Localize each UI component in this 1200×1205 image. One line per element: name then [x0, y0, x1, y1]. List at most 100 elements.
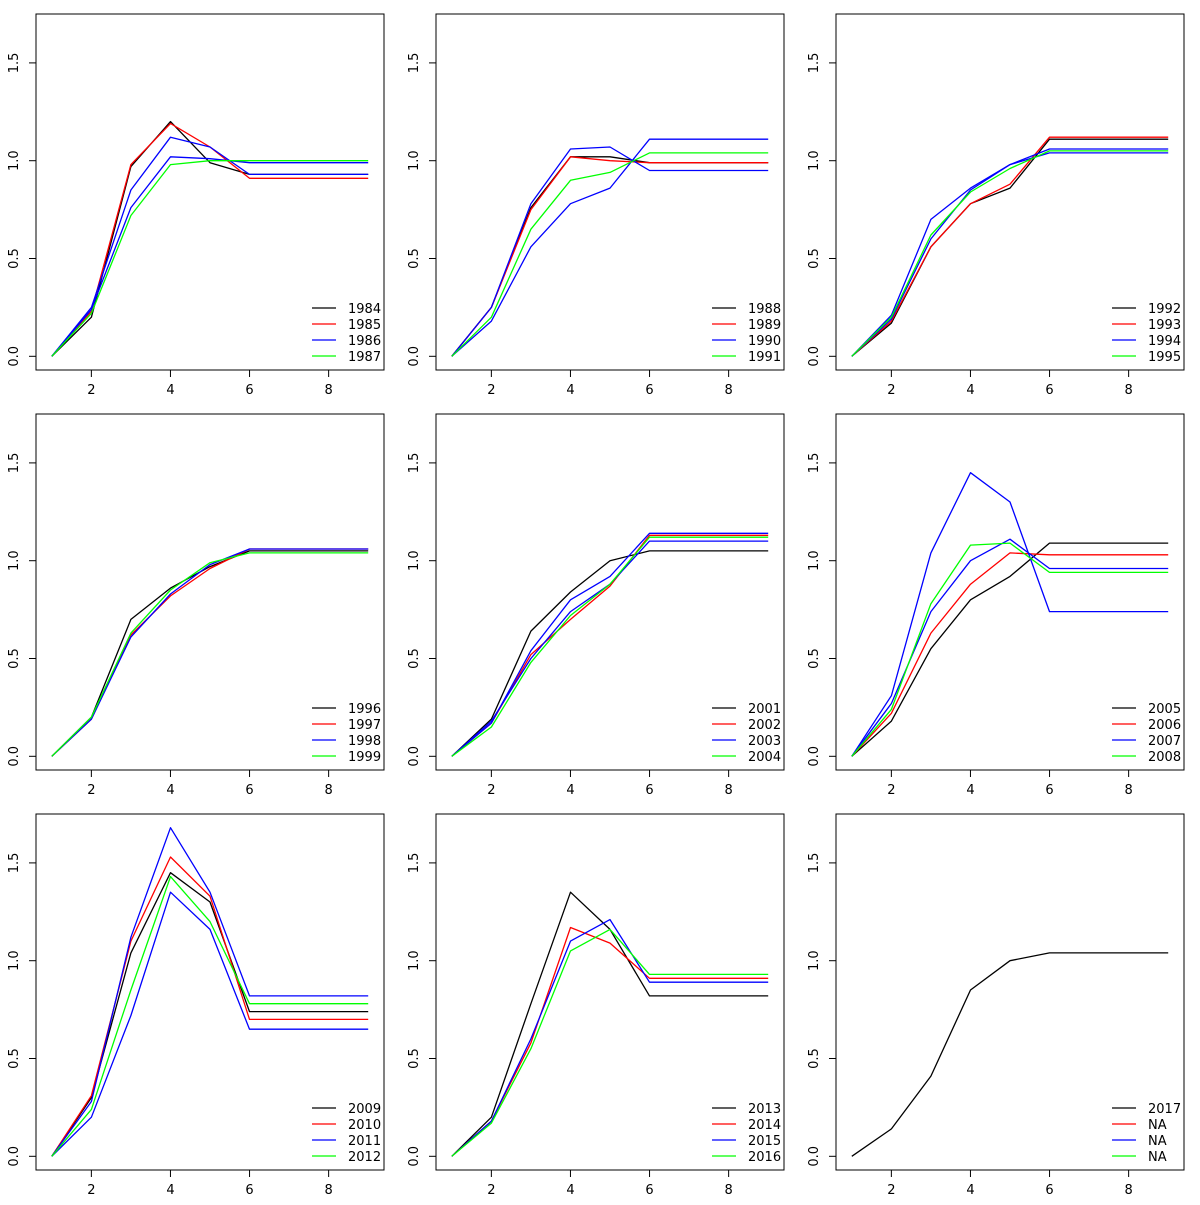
x-tick-label: 4: [566, 1183, 574, 1198]
y-tick-label: 0.5: [407, 248, 422, 269]
legend-label: 1991: [748, 350, 781, 365]
series-line-1999: [51, 552, 369, 757]
y-tick-label: 0.5: [407, 648, 422, 669]
x-tick-label: 8: [724, 783, 732, 798]
x-tick-label: 6: [1045, 383, 1053, 398]
legend-label: 2002: [748, 718, 781, 733]
series-line-2016: [451, 928, 769, 1157]
series-line-1994: [851, 148, 1169, 357]
y-tick-label: 0.0: [407, 746, 422, 767]
series-line-2011: [51, 891, 369, 1157]
plot-frame: [435, 413, 785, 771]
y-tick-label: 0.0: [407, 346, 422, 367]
series-line-2011: [51, 827, 369, 1157]
legend-label: 1993: [1148, 318, 1181, 333]
legend-label: 1985: [348, 318, 381, 333]
y-tick-label: 1.0: [7, 150, 22, 171]
y-tick-label: 1.5: [407, 853, 422, 874]
series-line-1990: [451, 146, 769, 357]
series-line-1993: [851, 136, 1169, 357]
legend-label: 1984: [348, 302, 381, 317]
y-tick-label: 0.0: [807, 1146, 822, 1167]
y-tick-label: 0.5: [7, 1048, 22, 1069]
y-tick-label: 0.0: [807, 346, 822, 367]
legend-label: 2011: [348, 1134, 381, 1149]
y-tick-label: 0.0: [7, 346, 22, 367]
plot-frame: [35, 813, 385, 1171]
series-line-2001: [451, 550, 769, 757]
series-line-2012: [51, 875, 369, 1157]
x-tick-label: 8: [324, 1183, 332, 1198]
x-tick-label: 4: [166, 783, 174, 798]
legend-label: 2012: [348, 1150, 381, 1165]
legend-label: 2007: [1148, 734, 1181, 749]
x-tick-label: 8: [324, 383, 332, 398]
plot-frame: [435, 13, 785, 371]
y-tick-label: 0.5: [807, 1048, 822, 1069]
x-tick-label: 8: [724, 1183, 732, 1198]
series-line-2009: [51, 872, 369, 1157]
y-tick-label: 0.5: [807, 648, 822, 669]
legend-label: 1997: [348, 718, 381, 733]
plot-frame: [835, 813, 1185, 1171]
legend-label: 2004: [748, 750, 781, 765]
series-line-1986: [51, 136, 369, 357]
x-tick-label: 2: [87, 383, 95, 398]
x-tick-label: 2: [887, 783, 895, 798]
x-tick-label: 6: [245, 1183, 253, 1198]
series-line-2007: [851, 472, 1169, 757]
legend-label: 2010: [348, 1118, 381, 1133]
x-tick-label: 4: [566, 783, 574, 798]
series-line-1989: [451, 156, 769, 357]
y-tick-label: 1.5: [407, 453, 422, 474]
series-line-2008: [851, 542, 1169, 757]
legend-label: 2017: [1148, 1102, 1181, 1117]
y-tick-label: 0.5: [7, 648, 22, 669]
x-tick-label: 6: [245, 383, 253, 398]
series-line-1996: [51, 550, 369, 757]
legend-label: 1999: [348, 750, 381, 765]
series-line-2005: [851, 542, 1169, 757]
x-tick-label: 6: [645, 1183, 653, 1198]
legend-label: NA: [1148, 1150, 1167, 1165]
y-tick-label: 1.5: [407, 53, 422, 74]
series-line-1997: [51, 548, 369, 757]
y-tick-label: 1.0: [7, 950, 22, 971]
x-tick-label: 4: [566, 383, 574, 398]
y-tick-label: 1.0: [807, 550, 822, 571]
legend-label: 1988: [748, 302, 781, 317]
y-tick-label: 0.5: [7, 248, 22, 269]
x-tick-label: 4: [966, 383, 974, 398]
legend-label: NA: [1148, 1134, 1167, 1149]
series-line-1988: [451, 156, 769, 357]
legend-label: 2001: [748, 702, 781, 717]
x-tick-label: 8: [1124, 783, 1132, 798]
y-tick-label: 1.5: [807, 453, 822, 474]
series-line-2015: [451, 918, 769, 1157]
legend-label: 2013: [748, 1102, 781, 1117]
x-tick-label: 8: [324, 783, 332, 798]
x-tick-label: 6: [645, 783, 653, 798]
y-tick-label: 1.0: [407, 950, 422, 971]
x-tick-label: 6: [1045, 1183, 1053, 1198]
plot-frame: [835, 413, 1185, 771]
y-tick-label: 1.5: [7, 453, 22, 474]
legend-label: 2014: [748, 1118, 781, 1133]
y-tick-label: 1.5: [807, 853, 822, 874]
plot-frame: [835, 13, 1185, 371]
y-tick-label: 1.0: [807, 950, 822, 971]
x-tick-label: 8: [1124, 383, 1132, 398]
series-line-2006: [851, 552, 1169, 757]
y-tick-label: 0.0: [807, 746, 822, 767]
plot-frame: [35, 413, 385, 771]
x-tick-label: 8: [724, 383, 732, 398]
